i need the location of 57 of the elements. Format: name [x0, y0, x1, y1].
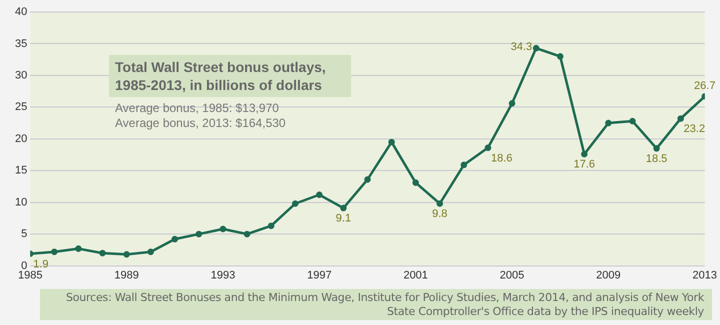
point [460, 162, 468, 168]
y-tick-label: 35 [14, 38, 28, 50]
x-tick-label: 2005 [500, 269, 524, 282]
y-tick-label: 25 [14, 101, 28, 114]
point [629, 118, 636, 124]
data-label: 9.8 [432, 208, 448, 220]
x-tick-label: 1997 [307, 269, 332, 282]
y-tick-label: 20 [14, 132, 28, 145]
y-tick-label: 5 [21, 228, 28, 240]
point [412, 179, 419, 186]
data-label: 18.6 [490, 152, 512, 164]
point [316, 191, 323, 198]
point [605, 120, 612, 126]
point [51, 248, 58, 256]
x-tick-label: 1989 [114, 269, 139, 282]
point [268, 222, 274, 230]
annotation: Average bonus, 1985: $13,970 [115, 101, 279, 115]
point [532, 44, 540, 52]
data-label: 9.1 [336, 212, 352, 225]
point [147, 248, 154, 256]
point [556, 53, 564, 60]
point [172, 236, 178, 242]
point [340, 204, 347, 212]
y-tick-label: 40 [14, 6, 28, 18]
point [364, 176, 371, 183]
point [508, 100, 516, 107]
point [484, 144, 492, 152]
data-label: 1.9 [33, 258, 49, 270]
x-tick-label: 2009 [596, 269, 621, 282]
point [99, 250, 106, 256]
data-label: 34.3 [510, 41, 532, 54]
source-note: Sources: Wall Street Bonuses and the Minimum Wage, Institute for Policy Studies, March 2014, and analysis of New York State Comptroller's Office data by the IPS inequality weekly [40, 289, 712, 320]
y-tick-label: 0 [21, 260, 28, 272]
point [292, 200, 298, 207]
data-label: 26.7 [694, 80, 716, 92]
point [244, 230, 250, 238]
point [436, 200, 444, 207]
y-tick-label: 30 [14, 69, 28, 82]
point [220, 226, 226, 232]
x-tick-label: 2013 [692, 269, 718, 282]
y-tick-label: 10 [14, 196, 28, 208]
data-label: 18.5 [646, 152, 668, 165]
x-tick-label: 1993 [210, 269, 236, 282]
x-tick-label: 2001 [403, 269, 428, 282]
point [388, 138, 395, 146]
annotation: Average bonus, 2013: $164,530 [115, 116, 286, 130]
point [123, 251, 130, 258]
point [75, 245, 82, 252]
data-label: 23.2 [684, 123, 706, 136]
point [653, 145, 660, 152]
point [677, 115, 684, 122]
point [581, 150, 588, 158]
point [196, 230, 202, 238]
data-label: 17.6 [574, 158, 596, 171]
x-tick-label: 1985 [18, 269, 42, 282]
y-tick-label: 15 [14, 164, 28, 177]
title-box: Total Wall Street bonus outlays, 1985-2013, in billions of dollars [109, 55, 351, 97]
